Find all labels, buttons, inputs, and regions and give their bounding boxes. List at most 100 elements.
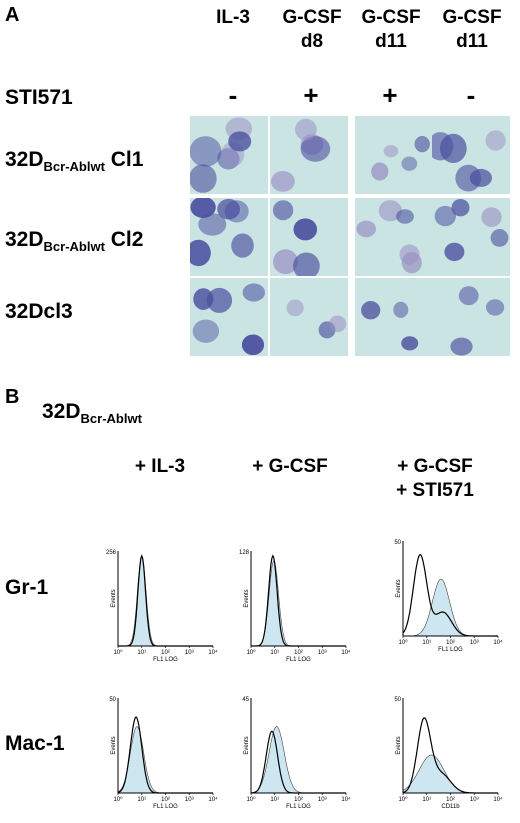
x-tick-label: 10⁰ <box>398 639 408 646</box>
column-header-line2: d11 <box>456 31 488 52</box>
x-tick-label: 10¹ <box>270 650 279 656</box>
x-axis-label: CD11b <box>441 804 460 810</box>
histogram-fill <box>402 754 498 794</box>
y-max-label: 50 <box>394 697 401 703</box>
facs-column-gcsf: + G-CSF <box>230 455 350 479</box>
x-tick-label: 10⁰ <box>113 649 123 656</box>
row-label-cl1: 32DBcr-Ablwt Cl1 <box>5 148 143 174</box>
panel-b-title: 32DBcr-Ablwt <box>42 400 142 426</box>
histogram-plot: 10⁰ 10¹ 10² 10³ 10⁴ 128 Events FL1 LOG <box>239 545 351 664</box>
micrograph-image <box>432 116 510 194</box>
column-header-line2: d11 <box>375 31 407 52</box>
x-tick-label: 10³ <box>185 650 194 656</box>
x-tick-label: 10⁰ <box>398 796 408 803</box>
micrograph-image <box>355 198 433 276</box>
x-tick-label: 10¹ <box>137 797 146 803</box>
x-tick-label: 10³ <box>318 650 327 656</box>
x-axis-label: FL1 LOG <box>286 804 311 810</box>
column-header-line2: d8 <box>300 31 324 52</box>
y-max-label: 45 <box>242 697 249 703</box>
micrograph-image <box>270 116 348 194</box>
x-tick-label: 10⁰ <box>246 796 256 803</box>
facs-column-line1: + G-CSF <box>252 456 328 477</box>
histogram-plot: 10⁰ 10¹ 10² 10³ 10⁴ 45 Events FL1 LOG <box>242 692 351 811</box>
x-tick-label: 10³ <box>470 640 479 646</box>
x-tick-label: 10² <box>294 650 303 656</box>
y-axis-label: Events <box>111 736 117 754</box>
y-max-label: 256 <box>106 550 117 556</box>
panel-a-letter: A <box>5 4 20 26</box>
sti-sign-d8: + <box>303 80 319 110</box>
y-max-label: 128 <box>239 550 250 556</box>
histogram-plot: 10⁰ 10¹ 10² 10³ 10⁴ 50 Events FL1 LOG <box>109 692 218 811</box>
facs-column-line1: + IL-3 <box>134 456 186 477</box>
sti571-label: STI571 <box>5 86 73 109</box>
x-tick-label: 10³ <box>185 797 194 803</box>
column-header-line1: G-CSF <box>361 7 421 28</box>
x-axis-label: FL1 LOG <box>153 657 178 663</box>
x-tick-label: 10⁴ <box>493 796 503 803</box>
x-tick-label: 10⁰ <box>246 649 256 656</box>
column-header-line1: G-CSF <box>282 7 342 28</box>
facs-column-gcsf-sti: + G-CSF + STI571 <box>370 455 500 503</box>
column-header-gcsf-d11-sti: G-CSF d11 <box>351 6 431 54</box>
histogram-fill <box>251 559 346 647</box>
x-tick-label: 10⁴ <box>341 796 351 803</box>
micrograph-image <box>190 116 268 194</box>
micrograph-image <box>432 278 510 356</box>
micrograph-image <box>432 198 510 276</box>
row-label-32dcl3: 32Dcl3 <box>5 300 73 324</box>
column-header-il3: IL-3 <box>193 6 273 30</box>
column-header-line1: G-CSF <box>442 7 502 28</box>
x-axis-label: FL1 LOG <box>286 657 311 663</box>
histogram-plot: 10⁰ 10¹ 10² 10³ 10⁴ 50 Events CD11b <box>394 692 503 811</box>
histogram-plot: 10⁰ 10¹ 10² 10³ 10⁴ 50 Events FL1 LOG <box>394 535 503 654</box>
row-label-main: 32D <box>5 148 44 171</box>
micrograph-image <box>270 278 348 356</box>
x-tick-label: 10² <box>161 797 170 803</box>
sti-sign-il3: - <box>228 80 238 110</box>
facs-row-gr1: Gr-1 <box>5 576 49 599</box>
micrograph-image <box>355 278 433 356</box>
x-tick-label: 10³ <box>470 797 479 803</box>
row-label-suffix: Cl1 <box>104 148 144 171</box>
panel-b-title-main: 32D <box>42 400 81 423</box>
micrograph-image <box>190 278 268 356</box>
panel-b-letter: B <box>5 386 20 408</box>
row-label-cl2: 32DBcr-Ablwt Cl2 <box>5 228 143 254</box>
x-tick-label: 10¹ <box>422 640 431 646</box>
x-tick-label: 10¹ <box>270 797 279 803</box>
y-axis-label: Events <box>396 736 402 754</box>
y-axis-label: Events <box>244 589 250 607</box>
micrograph-image <box>190 198 268 276</box>
y-axis-label: Events <box>396 579 402 597</box>
sti-sign-d11: + <box>382 80 398 110</box>
facs-column-line1: + G-CSF <box>397 456 473 477</box>
x-tick-label: 10¹ <box>137 650 146 656</box>
row-label-suffix: Cl2 <box>104 228 144 251</box>
y-max-label: 50 <box>394 540 401 546</box>
x-tick-label: 10¹ <box>422 797 431 803</box>
column-header-gcsf-d11: G-CSF d11 <box>432 6 512 54</box>
row-label-main: 32Dcl3 <box>5 300 73 323</box>
micrograph-image <box>270 198 348 276</box>
x-tick-label: 10⁴ <box>208 796 218 803</box>
histogram-line <box>118 553 213 647</box>
row-label-sub: Bcr-Ablwt <box>43 159 105 174</box>
y-axis-label: Events <box>244 736 250 754</box>
histogram-fill <box>403 578 498 637</box>
row-label-sub: Bcr-Ablwt <box>43 239 105 254</box>
micrograph-image <box>355 116 433 194</box>
histogram-plot: 10⁰ 10¹ 10² 10³ 10⁴ 256 Events FL1 LOG <box>106 545 218 664</box>
x-axis-label: FL1 LOG <box>438 647 463 653</box>
x-tick-label: 10² <box>446 797 455 803</box>
facs-row-mac1: Mac-1 <box>5 732 65 755</box>
x-tick-label: 10² <box>294 797 303 803</box>
facs-column-il3: + IL-3 <box>100 455 220 479</box>
column-header-line1: IL-3 <box>216 7 250 28</box>
x-tick-label: 10⁴ <box>208 649 218 656</box>
row-label-main: 32D <box>5 228 44 251</box>
panel-b-title-sub: Bcr-Ablwt <box>80 411 142 426</box>
x-tick-label: 10² <box>161 650 170 656</box>
histogram-fill <box>118 555 213 647</box>
